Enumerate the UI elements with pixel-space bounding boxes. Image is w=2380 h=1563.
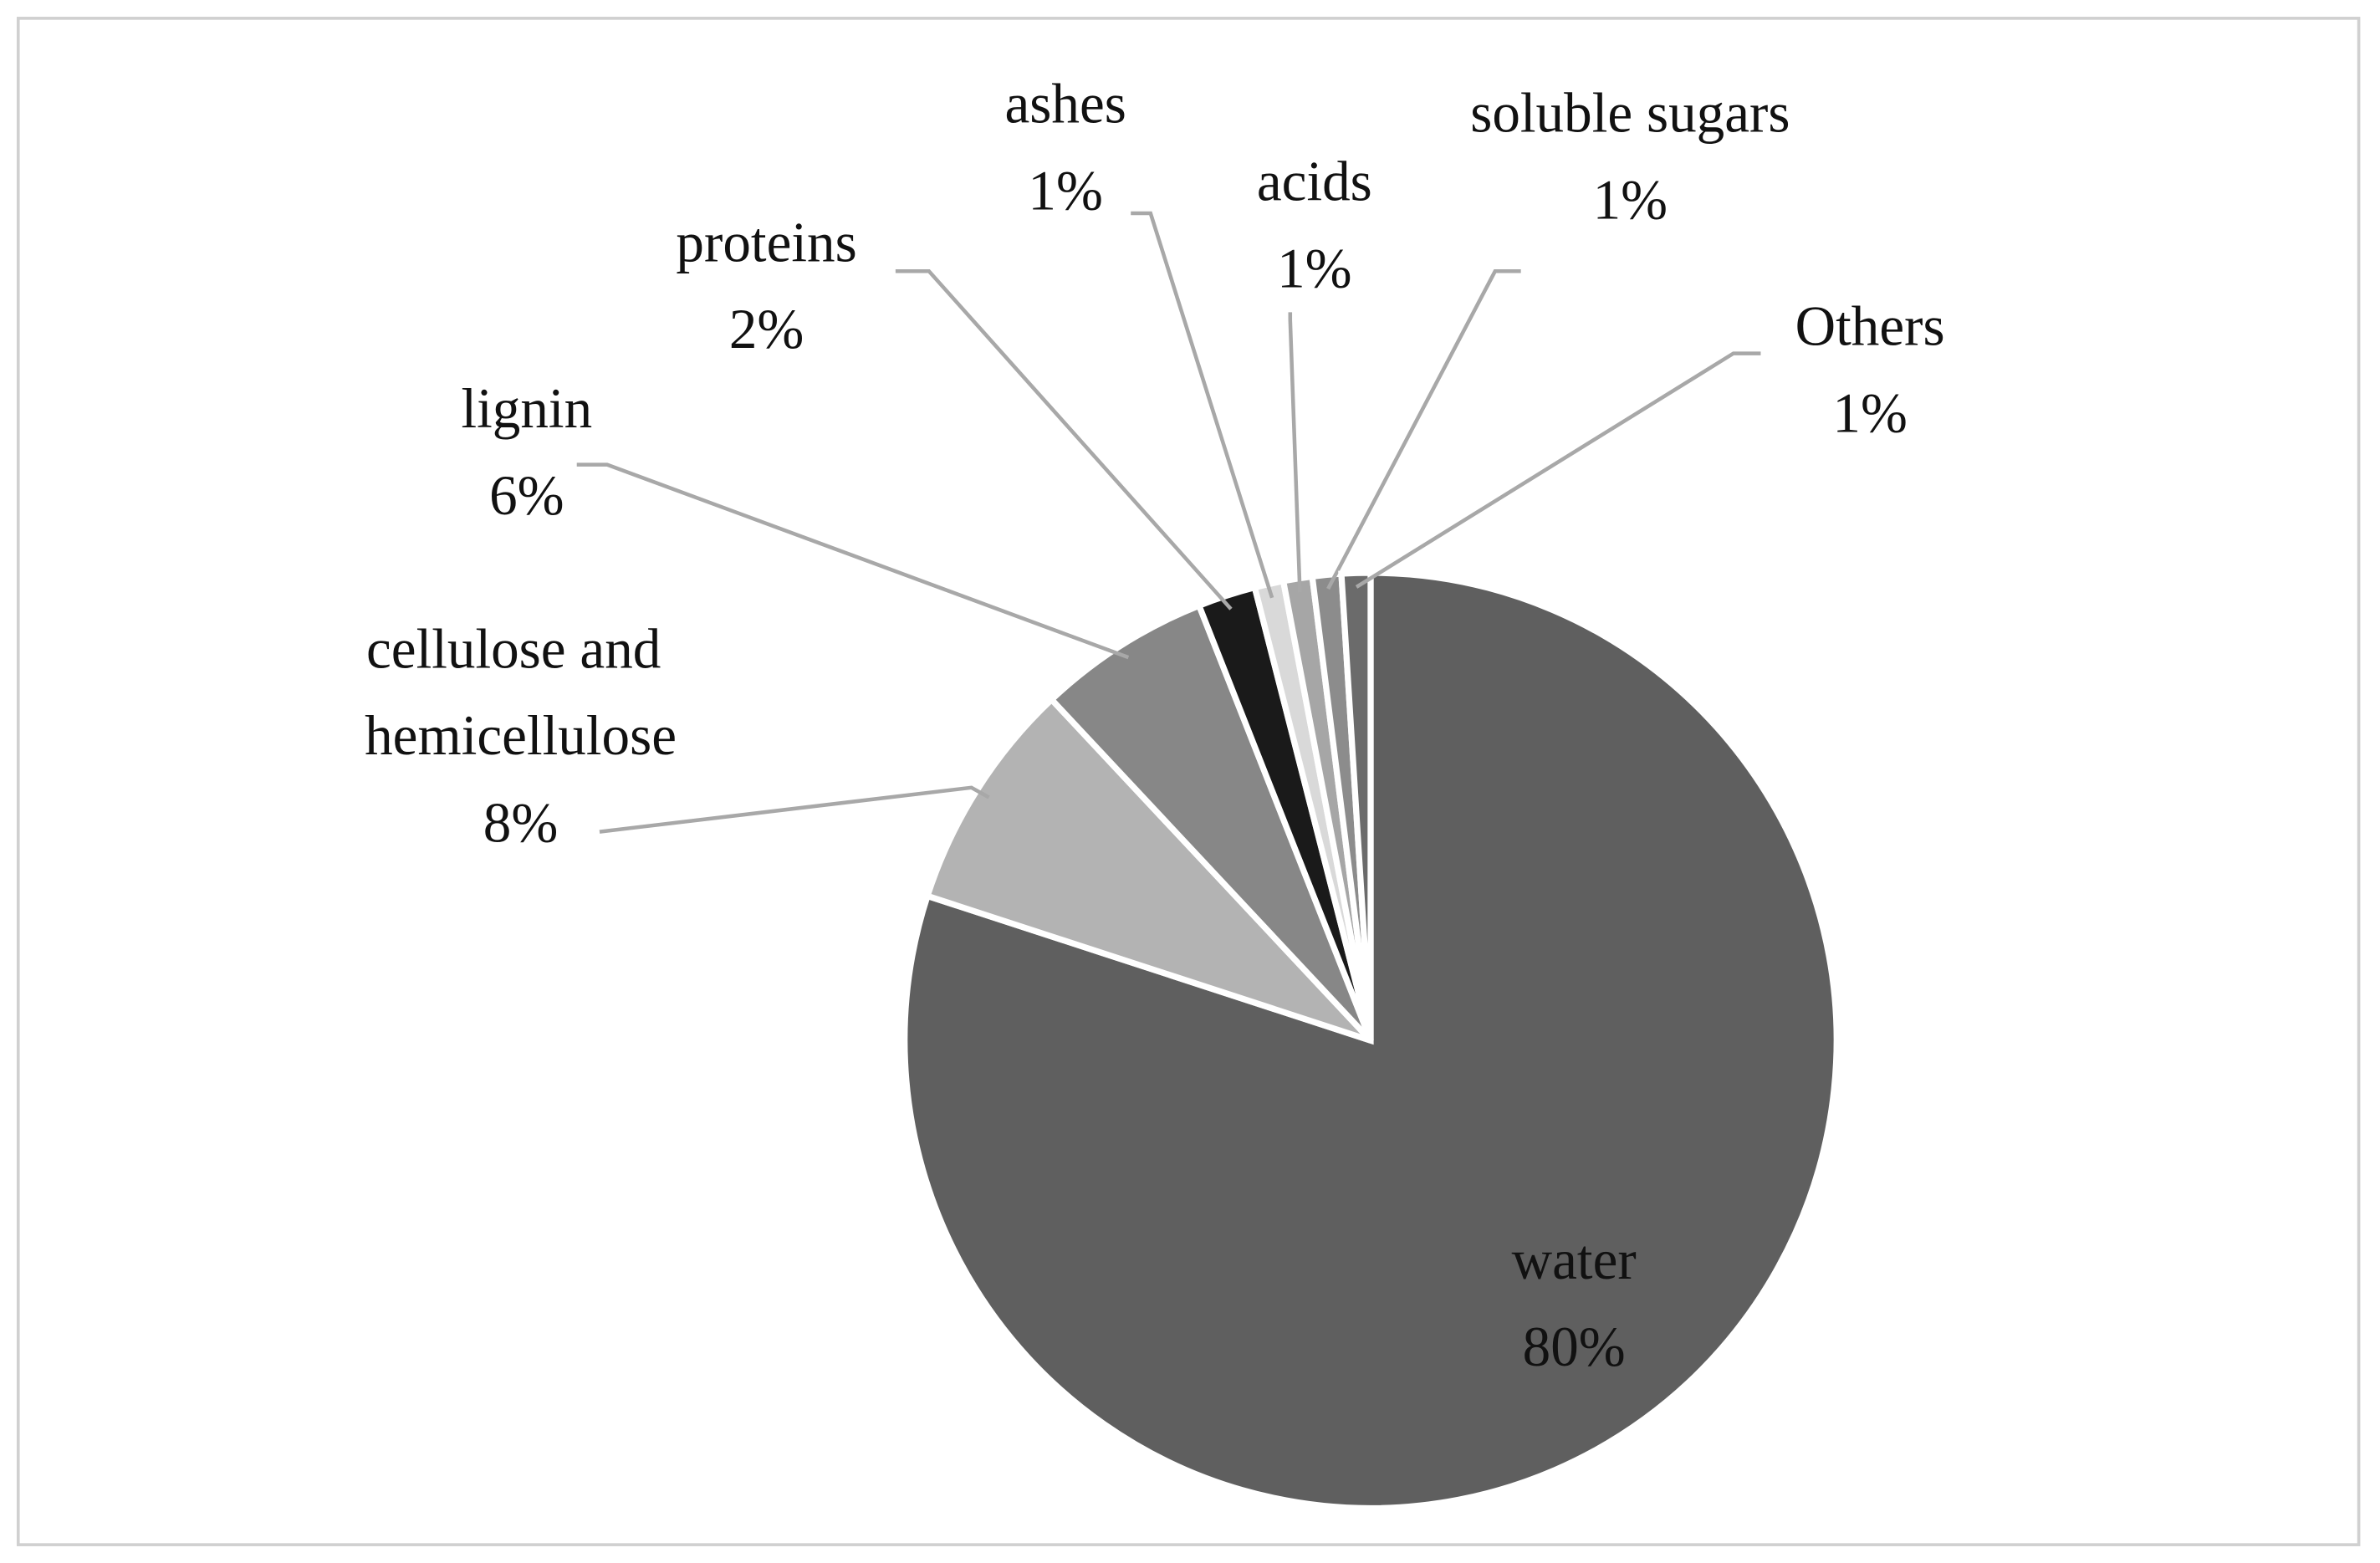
value-label: 8%: [483, 791, 559, 854]
leader-line: [599, 785, 990, 834]
slice-label: ashes: [1004, 73, 1126, 135]
pie-slice: [1047, 601, 1374, 1043]
value-label: 1%: [1277, 237, 1352, 299]
leader-line: [1131, 211, 1274, 599]
slice-label: proteins: [676, 211, 856, 273]
value-label: 6%: [489, 464, 564, 527]
pie-slice: [1338, 570, 1374, 1041]
leader-line: [1288, 312, 1302, 593]
leader-line: [1326, 268, 1521, 590]
slice-label: lignin: [461, 377, 592, 440]
leader-line: [895, 268, 1233, 610]
slice-label: acids: [1257, 150, 1372, 212]
slice-label: cellulose and hemicellulose: [365, 618, 677, 768]
leader-line: [1355, 351, 1761, 589]
slice-label: Others: [1795, 294, 1945, 357]
value-label: 1%: [1028, 159, 1103, 222]
slice-label: soluble sugars: [1470, 81, 1790, 144]
value-label: 1%: [1593, 168, 1668, 231]
pie-slice: [901, 570, 1840, 1512]
value-label: 1%: [1832, 381, 1908, 444]
leader-line: [576, 462, 1130, 660]
value-label: 80%: [1523, 1315, 1626, 1378]
slice-label: water: [1512, 1228, 1637, 1291]
value-label: 2%: [729, 298, 804, 360]
